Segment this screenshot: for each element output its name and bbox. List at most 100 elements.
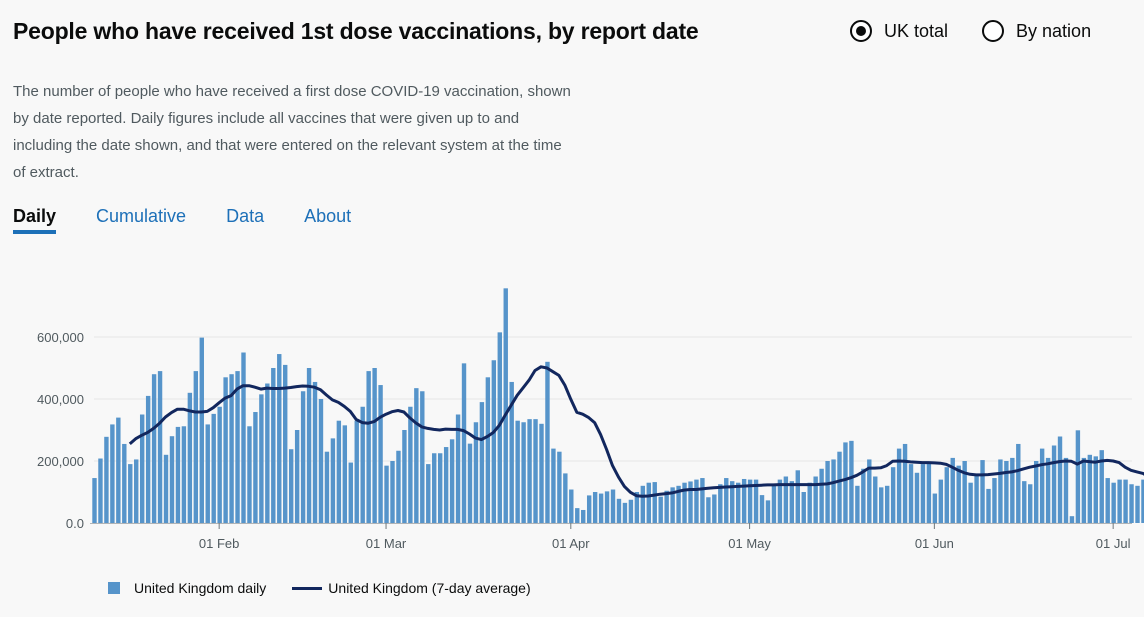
bar[interactable] [676,485,681,523]
bar[interactable] [682,482,687,523]
bar[interactable] [455,414,461,524]
bar[interactable] [354,420,359,523]
bar[interactable] [336,420,342,523]
bar[interactable] [586,495,592,523]
bar[interactable] [759,495,765,523]
bar[interactable] [902,443,908,523]
bar[interactable] [741,478,747,523]
bar[interactable] [670,487,675,523]
bar[interactable] [1081,457,1087,523]
bar[interactable] [795,470,800,523]
bar[interactable] [348,462,353,523]
bar[interactable] [437,453,443,523]
bar[interactable] [384,465,389,523]
bar[interactable] [914,472,920,523]
bar[interactable] [116,417,121,523]
bar[interactable] [485,377,491,523]
bar[interactable] [807,482,812,523]
bar[interactable] [664,490,669,523]
bar[interactable] [646,482,651,523]
bar[interactable] [408,406,413,523]
bar[interactable] [598,493,604,523]
bar[interactable] [700,478,705,523]
bar[interactable] [372,368,377,523]
bar[interactable] [223,377,228,523]
bar[interactable] [151,374,157,523]
bar[interactable] [1099,450,1104,523]
bar[interactable] [855,485,860,523]
bar[interactable] [473,422,479,523]
tab-cumulative[interactable]: Cumulative [96,206,187,226]
bar[interactable] [938,479,944,523]
bar[interactable] [1141,479,1144,523]
bar[interactable] [1129,484,1134,523]
tab-daily[interactable]: Daily [13,206,57,234]
bar[interactable] [342,425,348,523]
bar[interactable] [712,494,717,523]
bar[interactable] [879,487,884,523]
bar[interactable] [330,438,336,523]
radio-uk-total[interactable]: UK total [850,20,948,42]
radio-selected-icon[interactable] [850,20,872,42]
bar[interactable] [509,381,514,523]
radio-by-nation[interactable]: By nation [982,20,1091,42]
bar[interactable] [610,489,616,523]
bar[interactable] [169,436,175,523]
bar[interactable] [390,461,395,523]
bar[interactable] [277,354,282,523]
bar[interactable] [652,482,657,523]
bar[interactable] [932,493,938,523]
bar[interactable] [968,482,973,523]
bar[interactable] [271,368,276,523]
bar[interactable] [229,374,234,523]
bar[interactable] [92,478,97,523]
bar[interactable] [1117,479,1122,523]
bar[interactable] [247,426,252,523]
bar[interactable] [747,479,753,523]
bar[interactable] [1135,485,1140,523]
bar[interactable] [175,426,181,523]
bar[interactable] [205,424,210,523]
tab-about[interactable]: About [304,206,352,226]
bar[interactable] [181,426,187,523]
bar[interactable] [867,459,872,523]
bar[interactable] [163,454,169,523]
bar[interactable] [527,419,532,523]
bar[interactable] [396,450,401,523]
bar[interactable] [128,464,133,523]
bar[interactable] [1111,482,1116,523]
bar[interactable] [640,485,646,523]
bar[interactable] [318,399,324,523]
bar[interactable] [801,492,806,523]
bar[interactable] [765,500,771,523]
bar[interactable] [324,451,330,523]
bar[interactable] [217,406,222,523]
bar[interactable] [1069,516,1075,523]
bar[interactable] [402,430,407,523]
bar[interactable] [1022,481,1027,523]
bar[interactable] [288,449,294,523]
bar[interactable] [724,478,729,523]
bar[interactable] [1028,484,1033,523]
bar[interactable] [753,479,759,523]
bar[interactable] [300,391,306,523]
bar[interactable] [622,502,628,523]
bar[interactable] [539,423,544,523]
bar[interactable] [890,467,896,523]
bar[interactable] [199,337,204,523]
bar[interactable] [1045,457,1051,523]
bar[interactable] [789,481,795,523]
bar[interactable] [211,413,216,523]
bar[interactable] [122,443,127,523]
bar[interactable] [283,364,288,523]
bar[interactable] [414,388,419,523]
bar[interactable] [521,422,526,523]
bar[interactable] [735,482,741,523]
bar[interactable] [998,459,1003,523]
bar[interactable] [432,453,437,523]
bar[interactable] [634,492,640,523]
bar[interactable] [557,451,562,523]
bar[interactable] [479,402,485,523]
tab-data[interactable]: Data [226,206,265,226]
bar[interactable] [688,481,693,523]
